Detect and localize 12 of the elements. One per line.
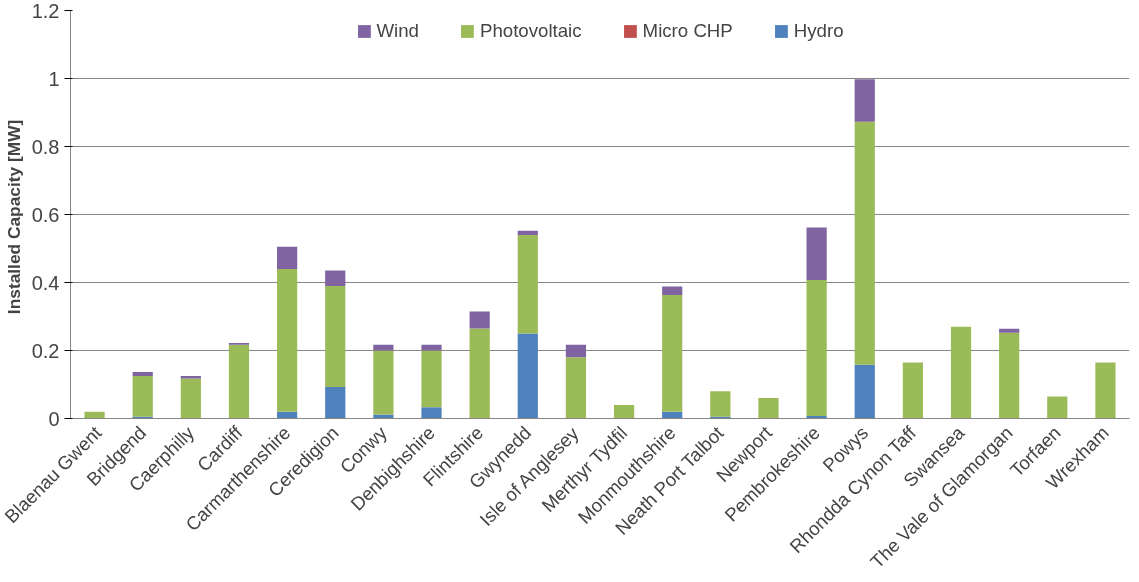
y-tick-label: 0.2 [31,339,60,362]
legend-label: Micro CHP [642,20,733,42]
y-tick-label: 0.6 [31,203,60,226]
legend-label: Hydro [793,20,844,42]
legend-label: Wind [376,20,419,42]
legend-label: Photovoltaic [479,20,582,42]
y-tick-label: 0.4 [31,271,60,294]
y-axis-title: Installed Capacity [MW] [3,119,24,315]
y-tick-label: 1.2 [31,0,60,22]
y-tick-label: 0 [48,407,60,430]
y-tick-label: 1 [48,67,60,90]
y-tick-label: 0.8 [31,135,60,158]
